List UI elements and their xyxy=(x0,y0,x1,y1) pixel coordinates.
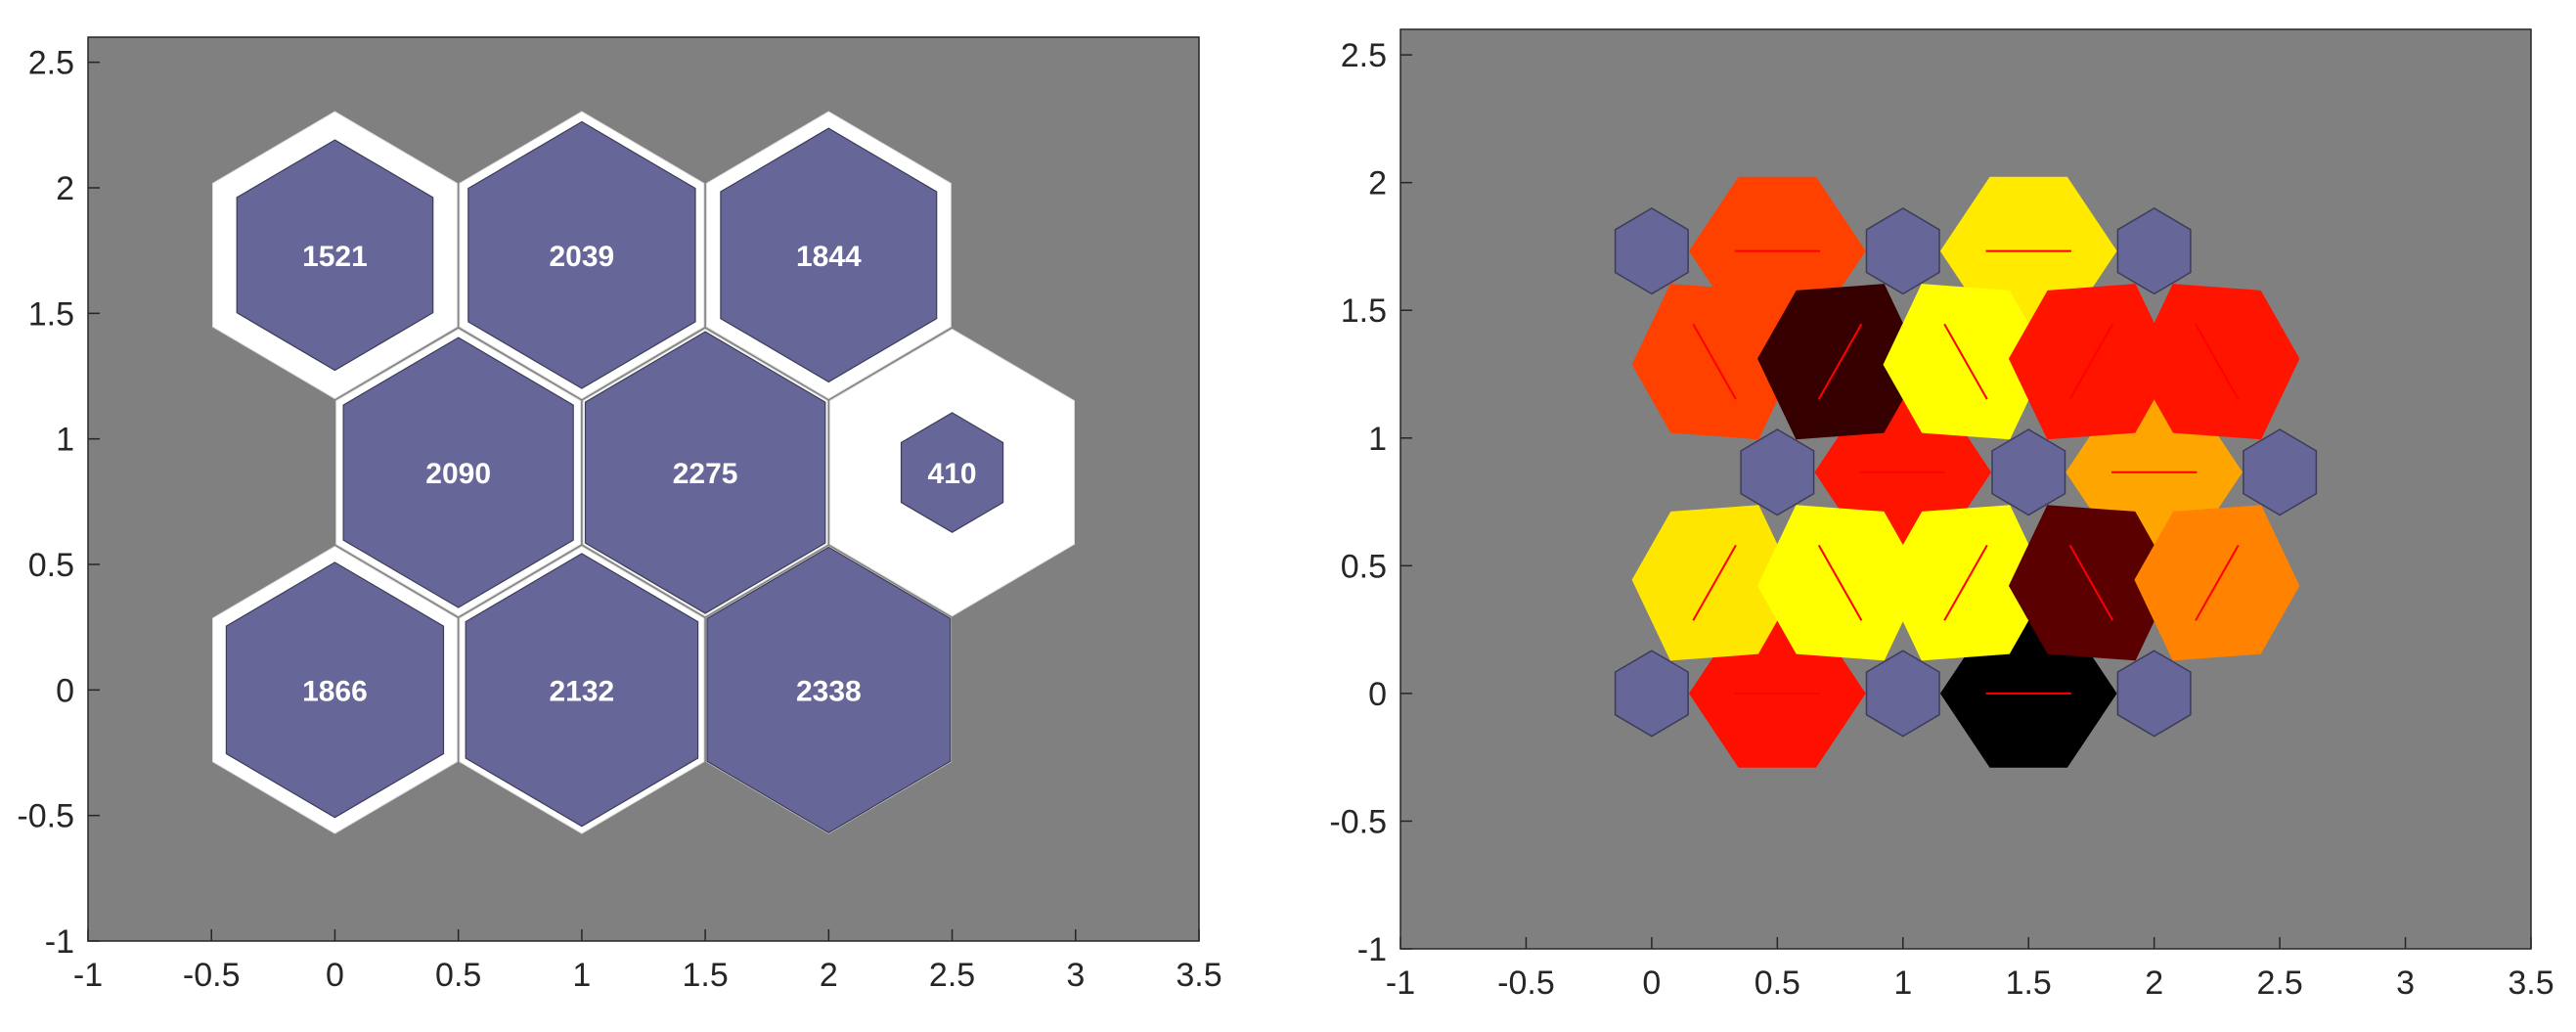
connection-line xyxy=(2195,323,2240,400)
neuron-hexagon xyxy=(1740,428,1815,516)
x-tick-label: -1 xyxy=(73,957,103,994)
hits-hexagon xyxy=(236,139,434,372)
y-tick-label: 2.5 xyxy=(1341,37,1387,74)
neuron-hexagon xyxy=(1991,428,2066,516)
y-tick-label: -1 xyxy=(45,923,74,961)
y-tick-label: 1 xyxy=(56,422,74,459)
y-tick-label: 1 xyxy=(1368,421,1387,458)
neuron-hexagon xyxy=(2116,207,2192,295)
x-tick-label: 2.5 xyxy=(2256,965,2302,1002)
hits-hexagon xyxy=(900,412,1004,533)
hit-count-label: 1521 xyxy=(302,241,368,273)
hit-count-label: 2275 xyxy=(673,458,738,490)
connection-line xyxy=(1943,544,1988,621)
x-tick-label: 0 xyxy=(326,957,344,994)
connection-line xyxy=(2195,544,2240,621)
hit-count-label: 2039 xyxy=(550,241,615,273)
hit-count-label: 2090 xyxy=(425,458,491,490)
y-tick-label: 1.5 xyxy=(28,295,74,333)
x-tick-label: 0.5 xyxy=(1754,965,1800,1002)
neuron-hexagon xyxy=(1614,650,1689,738)
x-tick-label: 3 xyxy=(1066,957,1085,994)
y-tick-label: 0.5 xyxy=(28,547,74,584)
x-tick-label: 0 xyxy=(1642,965,1661,1002)
y-tick-label: -1 xyxy=(1357,931,1387,968)
hits-hexagon xyxy=(706,546,952,833)
hits-hexagon xyxy=(465,553,699,828)
hit-count-label: 1844 xyxy=(796,241,862,273)
connection-line xyxy=(2068,323,2114,400)
x-tick-label: -0.5 xyxy=(1497,965,1555,1002)
connection-line xyxy=(2068,544,2114,621)
y-tick-label: -0.5 xyxy=(17,798,74,835)
connection-line xyxy=(1817,323,1863,400)
y-tick-label: 2.5 xyxy=(28,45,74,82)
y-tick-label: 0.5 xyxy=(1341,548,1387,585)
y-tick-label: 2 xyxy=(56,170,74,207)
x-tick-label: 2.5 xyxy=(929,957,975,994)
x-tick-label: 2 xyxy=(820,957,838,994)
x-tick-label: 1.5 xyxy=(2006,965,2052,1002)
hit-count-label: 2338 xyxy=(796,675,862,707)
neuron-hexagon xyxy=(2116,650,2192,738)
hit-count-label: 2132 xyxy=(550,675,615,707)
x-tick-label: -1 xyxy=(1386,965,1415,1002)
neuron-hexagon xyxy=(1865,650,1940,738)
x-tick-label: 1 xyxy=(572,957,591,994)
hits-hexagon xyxy=(342,337,574,608)
neuron-hexagon xyxy=(1865,207,1940,295)
connection-line xyxy=(1817,544,1863,621)
x-tick-label: 2 xyxy=(2145,965,2163,1002)
y-tick-label: 2 xyxy=(1368,165,1387,202)
x-tick-label: 0.5 xyxy=(435,957,481,994)
connection-line xyxy=(1692,323,1737,400)
y-tick-label: 1.5 xyxy=(1341,292,1387,330)
hits-hexagon xyxy=(720,127,938,383)
neuron-hexagon xyxy=(2243,428,2318,516)
y-tick-label: 0 xyxy=(56,672,74,709)
y-tick-label: 0 xyxy=(1368,676,1387,713)
hits-hexagon xyxy=(225,561,445,819)
x-tick-label: 1.5 xyxy=(682,957,728,994)
neighbor-distances-plot: -1 -0.5 0 0.5 1 1.5 2 2.5 3 3.5 -1 -0.5 0 0.5 1 1.5 2 2.5 xyxy=(1329,28,2554,1002)
x-tick-label: 3 xyxy=(2396,965,2415,1002)
neuron-hexagon xyxy=(1614,207,1689,295)
sample-hits-plot: -1 -0.5 0 0.5 1 1.5 2 2.5 3 3.5 -1 -0.5 0 0.5 1 1.5 2 2.5… xyxy=(17,36,1222,994)
hit-count-label: 1866 xyxy=(302,675,368,707)
x-tick-label: 3.5 xyxy=(1176,957,1221,994)
hits-hexagon xyxy=(467,120,696,389)
y-tick-label: -0.5 xyxy=(1329,803,1387,840)
x-tick-label: 1 xyxy=(1893,965,1912,1002)
connection-line xyxy=(1692,544,1737,621)
x-tick-label: -0.5 xyxy=(183,957,241,994)
hits-hexagon xyxy=(584,331,826,614)
hit-count-label: 410 xyxy=(928,458,977,490)
connection-line xyxy=(1943,323,1988,400)
x-tick-label: 3.5 xyxy=(2508,965,2554,1002)
